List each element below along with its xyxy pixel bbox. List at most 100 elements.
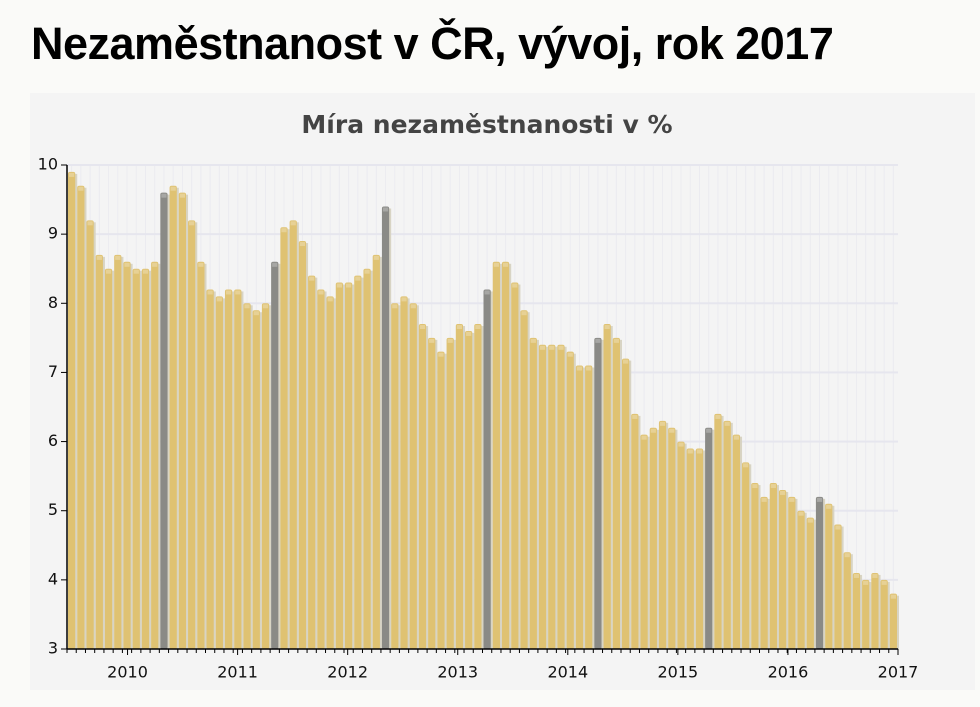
bar: [289, 220, 297, 650]
bar: [418, 324, 427, 649]
bar: [474, 324, 482, 649]
bar: [151, 261, 159, 649]
bar-highlight: [216, 297, 222, 302]
bar-highlight: [299, 242, 306, 247]
bar-highlight: [890, 594, 896, 599]
bar-highlight: [466, 331, 472, 336]
bar: [178, 192, 187, 649]
bar: [778, 489, 787, 649]
bar-highlight: [687, 449, 693, 454]
bar-highlight: [632, 414, 638, 419]
bar: [317, 289, 325, 649]
bar: [206, 289, 214, 649]
bar: [141, 268, 150, 649]
bar: [769, 483, 777, 649]
bar-highlight: [512, 283, 518, 288]
y-tick-label: 8: [48, 293, 58, 312]
bar-highlight: [567, 352, 573, 357]
bar: [261, 303, 270, 649]
bar-highlight: [678, 442, 684, 447]
bar-highlight: [456, 325, 463, 330]
bar-highlight: [438, 352, 444, 357]
y-tick-label: 9: [48, 224, 58, 243]
bar: [492, 261, 500, 649]
y-tick-label: 10: [38, 155, 58, 174]
bar: [77, 185, 85, 649]
bar-highlight: [493, 262, 499, 267]
chart-title: Míra nezaměstnanosti v %: [301, 110, 672, 139]
bar-highlight: [272, 262, 278, 267]
bar: [381, 206, 390, 649]
bar: [557, 344, 565, 649]
bar-highlight: [484, 290, 490, 295]
bar-highlight: [290, 221, 296, 226]
bar: [880, 579, 888, 649]
y-tick-label: 5: [48, 500, 58, 519]
bar: [862, 579, 870, 649]
bar: [363, 268, 371, 649]
bar: [714, 413, 722, 649]
bar: [483, 289, 491, 649]
bar-highlight: [327, 297, 333, 302]
bar: [104, 268, 113, 649]
bar: [132, 268, 140, 649]
bar-highlight: [170, 186, 176, 191]
bar-highlight: [235, 290, 241, 295]
bar: [188, 220, 196, 650]
bar-highlight: [373, 255, 379, 260]
bar: [400, 296, 408, 649]
bar-highlight: [761, 497, 767, 502]
bar-highlight: [798, 511, 804, 516]
bar-highlight: [475, 325, 481, 330]
bar-highlight: [872, 573, 878, 578]
bar-highlight: [770, 484, 776, 489]
bar-highlight: [669, 428, 675, 433]
bar: [123, 261, 131, 649]
bar-highlight: [835, 525, 841, 530]
bar-highlight: [863, 580, 869, 585]
page-title: Nezaměstnanost v ČR, vývoj, rok 2017: [31, 18, 834, 69]
bar-highlight: [521, 311, 527, 316]
bar: [668, 427, 676, 649]
bar: [585, 365, 593, 649]
bar: [455, 324, 464, 649]
bar: [520, 310, 528, 649]
bar: [889, 593, 897, 649]
bar-highlight: [207, 290, 213, 295]
bar: [372, 254, 380, 649]
bar-highlight: [539, 345, 546, 350]
bar-highlight: [650, 428, 656, 433]
bar: [114, 254, 122, 649]
bar: [345, 282, 353, 649]
y-tick-label: 6: [48, 431, 58, 450]
bar-highlight: [115, 255, 121, 260]
x-tick-label: 2010: [107, 663, 148, 682]
y-tick-label: 4: [48, 569, 58, 588]
bar: [649, 427, 657, 649]
bar-highlight: [530, 338, 536, 343]
bar: [852, 572, 861, 649]
bar-highlight: [262, 304, 269, 309]
bar: [354, 275, 362, 649]
bar-highlight: [604, 325, 610, 330]
bar: [834, 524, 842, 649]
bar: [308, 275, 316, 649]
bar-highlight: [336, 283, 342, 288]
bar-highlight: [743, 463, 749, 468]
bar: [751, 483, 759, 649]
bar: [631, 413, 639, 649]
bar: [169, 185, 177, 649]
bar: [391, 303, 399, 649]
bar: [409, 303, 417, 649]
bar-highlight: [586, 366, 592, 371]
bar: [871, 572, 879, 649]
bar-highlight: [826, 504, 832, 509]
bar-highlight: [78, 186, 84, 191]
bar-highlight: [715, 414, 721, 419]
bar-highlight: [696, 449, 703, 454]
bar: [686, 448, 694, 649]
bar-highlight: [410, 304, 416, 309]
bar: [742, 462, 750, 649]
